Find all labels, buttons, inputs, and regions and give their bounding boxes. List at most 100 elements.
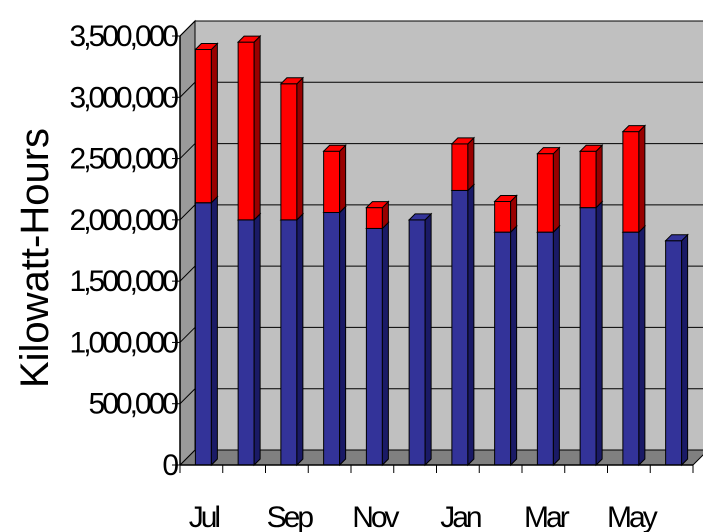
bar-top-10-front	[579, 150, 597, 209]
bar-base-6-side	[424, 212, 432, 467]
bar-top-8	[493, 194, 518, 234]
y-tick-label: 3,500,000	[70, 20, 179, 53]
bar-top-3-side	[296, 76, 304, 222]
bar-base-9	[536, 224, 561, 467]
bar-base-5-side	[381, 221, 389, 467]
axes	[172, 35, 694, 473]
bar-base-5	[365, 221, 390, 467]
gridline-side	[179, 265, 196, 282]
bar-top-2-top	[236, 35, 262, 43]
side-wall	[179, 19, 196, 467]
gridline-side	[179, 143, 196, 159]
bar-top-7-front	[451, 143, 469, 191]
bar-base-6-top	[407, 213, 433, 221]
gridline-side	[179, 204, 196, 221]
x-tick-label: May	[607, 501, 658, 532]
x-tick-labels: Jul Sep Nov Jan Mar May	[189, 501, 661, 532]
bar-top-2-front	[237, 41, 255, 221]
bar-base-12	[664, 233, 689, 467]
bar-base-7	[450, 183, 476, 467]
y-tick-label: 500,000	[89, 388, 179, 421]
bar-top-1-front	[194, 48, 212, 204]
bar-top-9	[536, 146, 561, 234]
bars	[194, 34, 689, 467]
x-tick-label: Nov	[352, 501, 399, 532]
bar-base-3-side	[296, 212, 304, 467]
bar-top-11-front	[622, 131, 640, 233]
bar-base-10	[578, 200, 604, 467]
y-tick-labels: 0 500,000 1,000,000 1,500,000 2,000,000 2,500…	[70, 20, 182, 482]
bar-base-8	[493, 224, 518, 467]
bar-base-11-front	[622, 231, 640, 466]
bar-top-10-top	[578, 144, 604, 152]
bar-base-1	[194, 195, 219, 467]
gridline-side	[179, 327, 196, 343]
y-axis-label: Kilowatt-Hours	[13, 128, 57, 388]
bar-top-2-side	[253, 34, 261, 222]
bar-top-3-top	[279, 77, 305, 85]
bar-top-3	[279, 76, 305, 222]
bar-top-10	[578, 144, 604, 209]
bar-base-12-top	[664, 234, 689, 242]
bar-top-4-top	[322, 144, 347, 152]
bar-top-2	[236, 34, 262, 222]
bar-base-2-front	[237, 219, 255, 466]
bar-base-4-front	[323, 212, 341, 466]
bar-top-3-front	[280, 83, 298, 221]
bar-base-4	[322, 205, 347, 467]
bar-base-9-front	[536, 231, 554, 466]
bar-top-7-side	[467, 136, 475, 192]
bar-top-1	[194, 42, 219, 204]
bar-base-3	[279, 212, 305, 467]
bar-top-1-side	[210, 42, 218, 204]
bar-top-1-top	[194, 42, 219, 50]
bar-top-11-top	[621, 125, 647, 133]
gridline-side	[179, 388, 196, 405]
y-tick-label: 3,000,000	[70, 81, 179, 114]
bar-top-8-front	[494, 200, 512, 233]
gridline-side	[179, 81, 196, 98]
bar-top-8-top	[493, 194, 518, 202]
bar-base-7-side	[467, 183, 475, 467]
y-tick-label: 2,000,000	[70, 204, 179, 237]
x-tick-label: Jul	[189, 501, 220, 532]
bar-base-11-side	[638, 224, 646, 467]
bar-base-2-side	[253, 212, 261, 467]
bar-top-11-side	[638, 124, 646, 234]
bar-base-7-front	[451, 189, 469, 466]
bar-base-6	[407, 212, 433, 467]
y-tick-label: 1,500,000	[70, 265, 179, 298]
bar-top-7-top	[450, 137, 476, 145]
chart-walls	[178, 19, 703, 467]
bar-base-10-side	[595, 200, 603, 467]
bar-base-8-side	[510, 224, 518, 467]
bar-base-10-front	[579, 207, 597, 466]
bar-base-1-side	[210, 195, 218, 467]
bar-top-5-top	[365, 201, 390, 209]
y-tick-label: 1,000,000	[70, 326, 179, 359]
y-tick-label: 0	[162, 449, 178, 482]
bar-top-11	[621, 124, 647, 234]
bar-base-4-side	[339, 205, 347, 467]
bar-top-4-side	[339, 144, 347, 214]
bar-base-11	[621, 224, 647, 467]
bar-base-3-front	[280, 219, 298, 466]
x-tick-label: Sep	[267, 501, 314, 532]
bar-top-9-side	[552, 146, 560, 234]
bar-base-1-front	[194, 202, 212, 466]
x-tick-label: Jan	[440, 501, 481, 532]
bar-base-12-side	[681, 233, 689, 467]
bar-base-6-front	[408, 219, 426, 466]
gridline-side	[179, 20, 196, 37]
bar-top-7	[450, 136, 476, 192]
bar-top-4-front	[323, 150, 341, 214]
bar-top-5-front	[365, 207, 383, 229]
bar-base-12-front	[665, 240, 683, 466]
y-tick-label: 2,500,000	[70, 143, 179, 176]
bar-top-5	[365, 200, 390, 230]
bar-top-9-top	[536, 147, 561, 155]
bar-base-2	[236, 212, 262, 467]
bar-base-5-front	[365, 227, 383, 466]
bar-top-10-side	[595, 144, 603, 209]
